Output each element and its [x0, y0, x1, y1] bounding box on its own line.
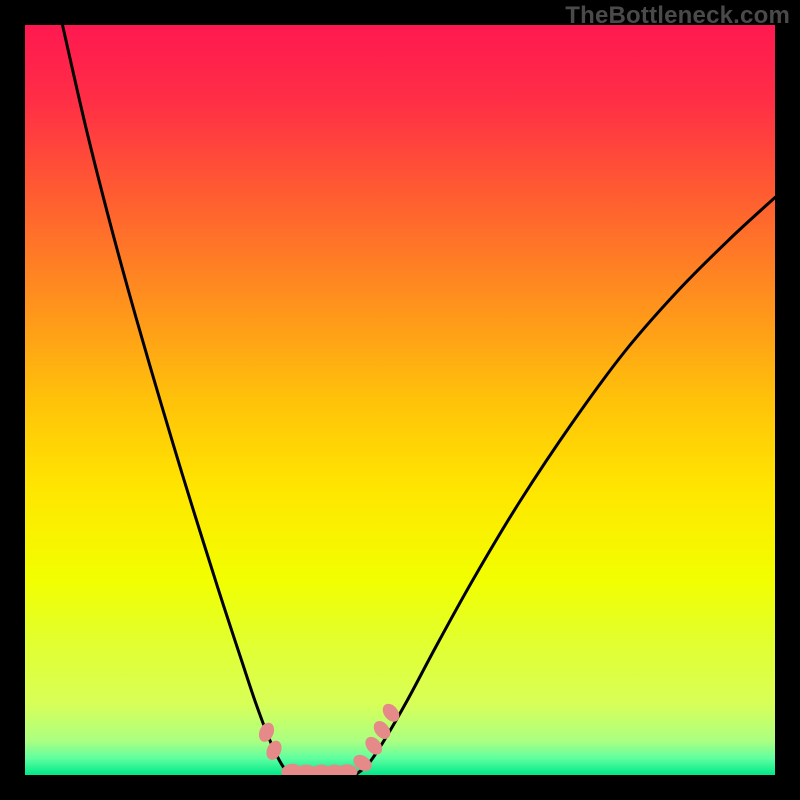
- watermark-text: TheBottleneck.com: [565, 2, 790, 30]
- gradient-plot-area: [25, 25, 775, 775]
- chart-stage: TheBottleneck.com: [0, 0, 800, 800]
- chart-svg: [0, 0, 800, 800]
